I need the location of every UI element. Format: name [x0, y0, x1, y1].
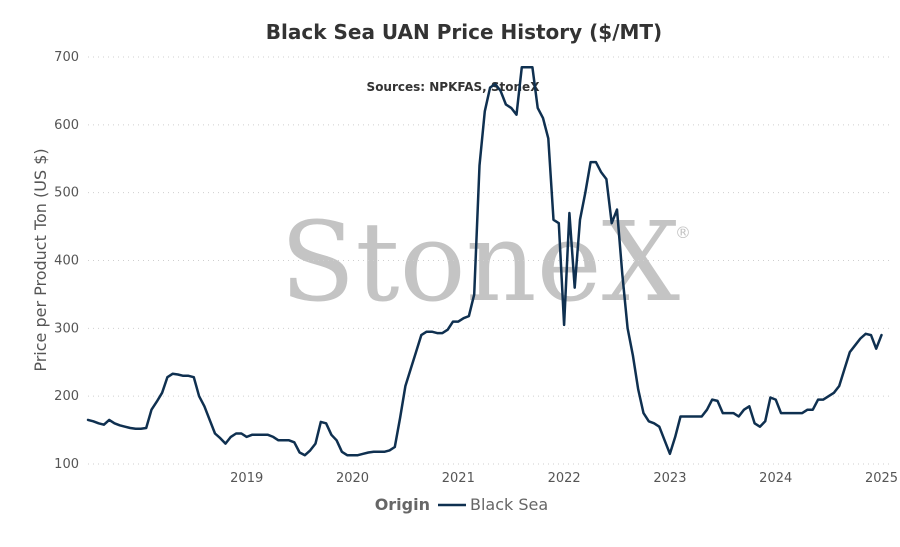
chart-subtitle: Sources: NPKFAS, StoneX [367, 80, 541, 94]
y-tick-label-500: 500 [54, 186, 79, 201]
x-tick-label-2024: 2024 [759, 471, 792, 486]
y-tick-label-600: 600 [54, 118, 79, 133]
legend-label-black-sea[interactable]: Black Sea [470, 495, 548, 514]
chart-title: Black Sea UAN Price History ($/MT) [266, 20, 662, 44]
stonex-watermark: StoneX ® [280, 198, 691, 326]
x-tick-label-2020: 2020 [336, 471, 369, 486]
x-tick-label-2021: 2021 [442, 471, 475, 486]
y-tick-label-200: 200 [54, 389, 79, 404]
watermark-text: StoneX [280, 198, 680, 326]
series-line-black-sea[interactable] [86, 65, 883, 457]
legend[interactable]: Origin Black Sea [375, 495, 549, 514]
y-gridlines [88, 56, 890, 465]
x-axis-tick-labels: 2019 2020 2021 2022 2023 2024 2025 [230, 471, 898, 486]
x-tick-label-2019: 2019 [230, 471, 263, 486]
y-tick-label-300: 300 [54, 321, 79, 336]
y-tick-label-400: 400 [54, 254, 79, 269]
watermark-registered-mark: ® [675, 223, 691, 242]
x-tick-label-2025: 2025 [865, 471, 898, 486]
y-tick-label-100: 100 [54, 457, 79, 472]
x-tick-label-2022: 2022 [548, 471, 581, 486]
x-tick-label-2023: 2023 [653, 471, 686, 486]
series-group [86, 65, 883, 457]
y-axis-label: Price per Product Ton (US $) [31, 148, 50, 371]
legend-title: Origin [375, 495, 430, 514]
y-axis-tick-labels: 100 200 300 400 500 600 700 [54, 50, 79, 472]
y-tick-label-700: 700 [54, 50, 79, 65]
